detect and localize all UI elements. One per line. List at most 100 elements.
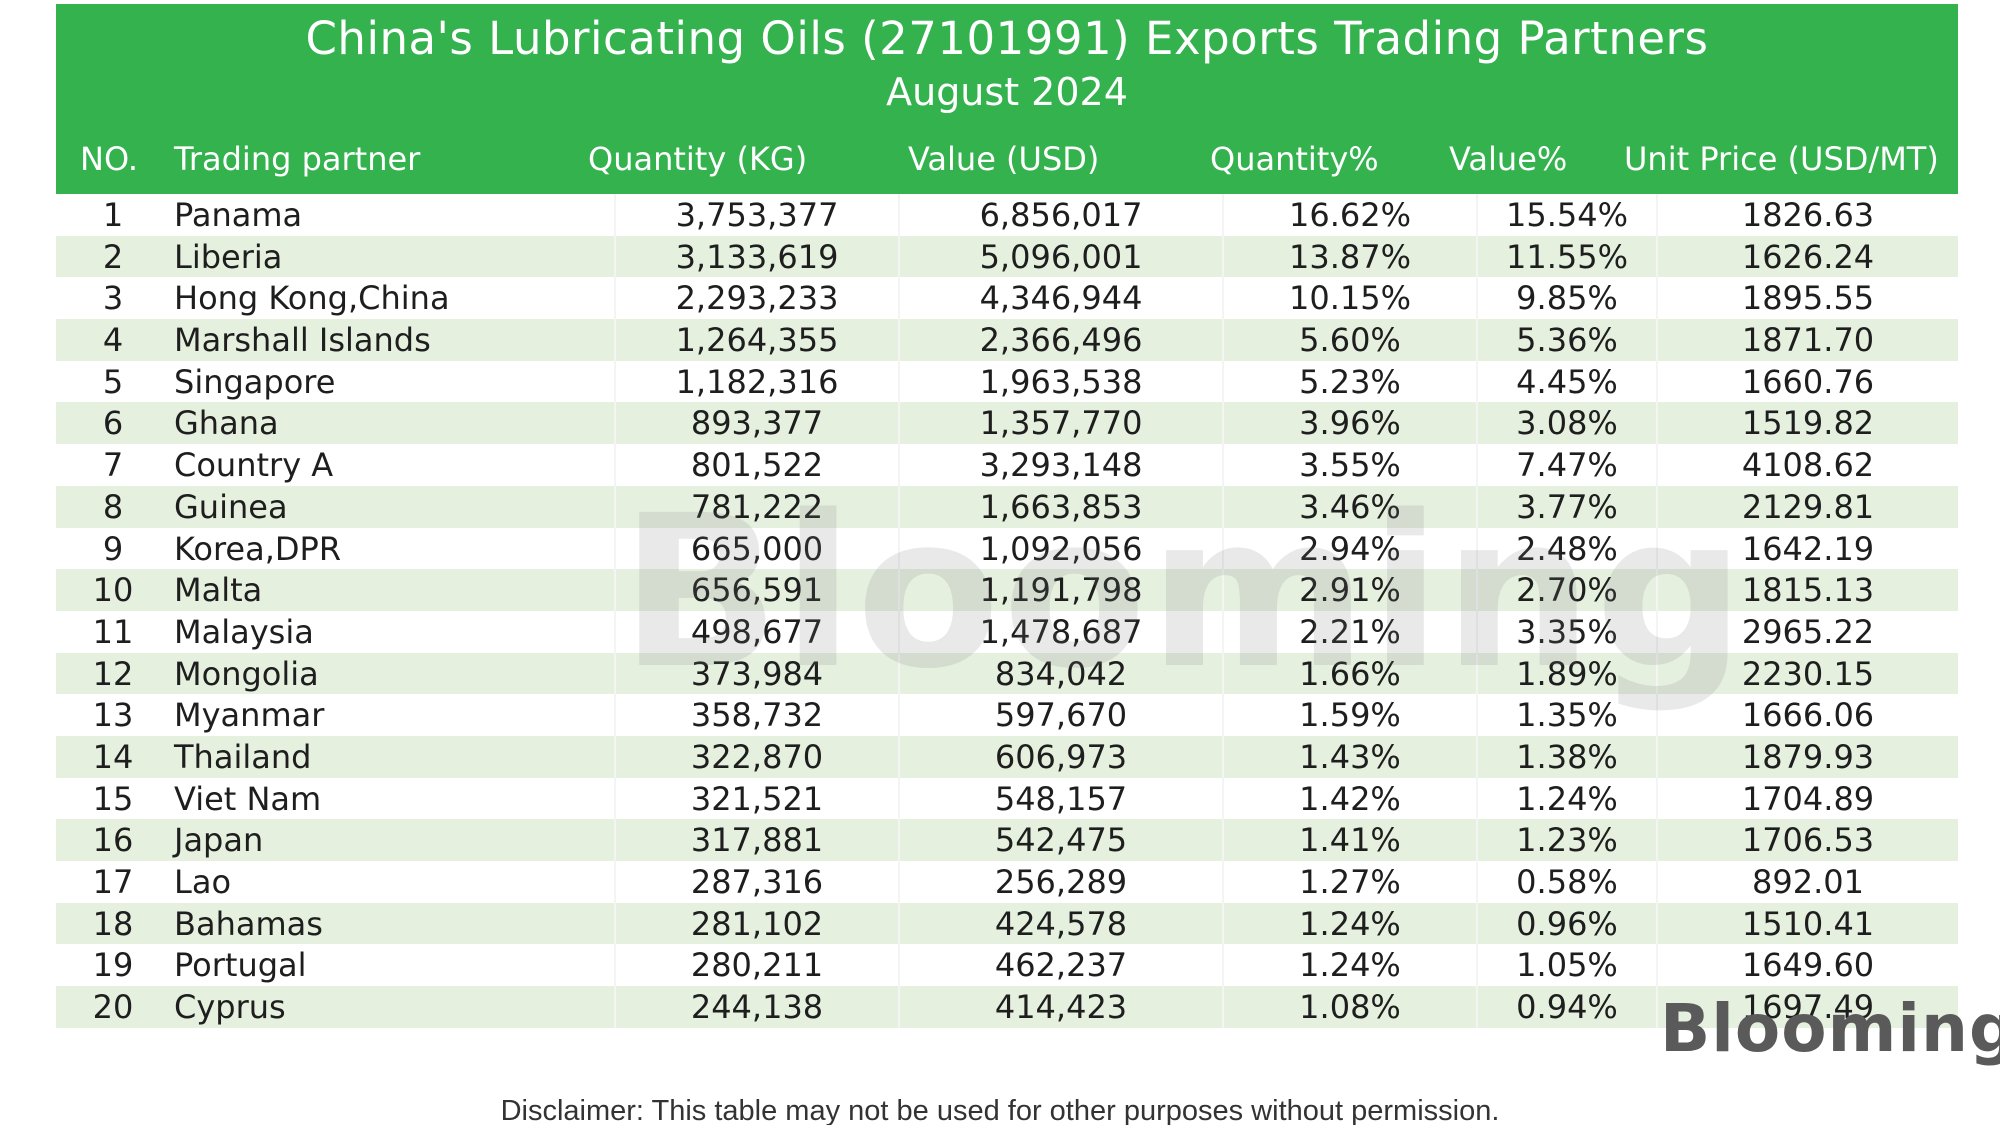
cell-quantity: 3,753,377 <box>616 194 900 236</box>
table-subtitle: August 2024 <box>886 70 1128 114</box>
table-header: China's Lubricating Oils (27101991) Expo… <box>56 4 1958 194</box>
cell-quantity: 322,870 <box>616 735 900 778</box>
cell-value: 1,963,538 <box>900 360 1224 403</box>
cell-unit-price: 1626.24 <box>1741 237 1875 276</box>
cell-partner: Thailand <box>174 735 616 778</box>
cell-value-pct: 4.45% <box>1478 360 1658 403</box>
table-row: 1 Panama 3,753,377 6,856,017 16.62% 15.54% 182… <box>56 194 1958 236</box>
cell-value-pct: 0.96% <box>1478 902 1658 945</box>
cell-quantity-pct: 1.59% <box>1224 694 1478 736</box>
cell-value: 834,042 <box>900 652 1224 695</box>
cell-no: 15 <box>92 779 134 818</box>
cell-unit-price: 1895.55 <box>1741 279 1875 318</box>
col-header-quantity-pct: Quantity% <box>1210 140 1379 178</box>
cell-value-pct: 3.77% <box>1478 485 1658 528</box>
table-row: 8 Guinea 781,222 1,663,853 3.46% 3.77% 2129.81 <box>56 485 1958 528</box>
cell-value-pct: 2.48% <box>1478 527 1658 570</box>
cell-unit-price: 1826.63 <box>1741 196 1875 234</box>
cell-partner: Country A <box>174 444 616 486</box>
table-row: 19 Portugal 280,211 462,237 1.24% 1.05% 1649.6… <box>56 944 1958 987</box>
col-header-no: NO. <box>80 140 138 178</box>
cell-quantity: 373,984 <box>616 652 900 695</box>
cell-partner: Bahamas <box>174 902 616 945</box>
cell-value-pct: 9.85% <box>1478 277 1658 320</box>
cell-quantity-pct: 13.87% <box>1224 235 1478 278</box>
cell-quantity: 665,000 <box>616 527 900 570</box>
table-row: 3 Hong Kong,China 2,293,233 4,346,944 10.15%… <box>56 277 1958 320</box>
cell-quantity: 3,133,619 <box>616 235 900 278</box>
cell-unit-price: 2129.81 <box>1741 487 1875 526</box>
cell-no: 12 <box>92 654 134 693</box>
cell-quantity: 1,264,355 <box>616 319 900 361</box>
cell-partner: Korea,DPR <box>174 527 616 570</box>
cell-quantity: 287,316 <box>616 861 900 903</box>
table-row: 18 Bahamas 281,102 424,578 1.24% 0.96% 1510.41 <box>56 902 1958 945</box>
cell-partner: Portugal <box>174 944 616 987</box>
cell-value: 6,856,017 <box>900 194 1224 236</box>
cell-quantity-pct: 10.15% <box>1224 277 1478 320</box>
cell-partner: Malta <box>174 569 616 611</box>
cell-partner: Liberia <box>174 235 616 278</box>
cell-no: 20 <box>92 988 134 1027</box>
cell-partner: Panama <box>174 194 616 236</box>
table-row: 20 Cyprus 244,138 414,423 1.08% 0.94% 1697.49 <box>56 986 1958 1028</box>
cell-partner: Myanmar <box>174 694 616 736</box>
table-row: 4 Marshall Islands 1,264,355 2,366,496 5.60%… <box>56 319 1958 361</box>
col-header-quantity: Quantity (KG) <box>588 140 808 178</box>
cell-unit-price: 1519.82 <box>1741 404 1875 443</box>
cell-unit-price: 1666.06 <box>1741 696 1875 735</box>
cell-value: 1,478,687 <box>900 610 1224 653</box>
cell-unit-price: 1642.19 <box>1741 529 1875 568</box>
cell-quantity: 498,677 <box>616 610 900 653</box>
cell-unit-price: 4108.62 <box>1741 446 1875 485</box>
cell-value-pct: 1.23% <box>1478 819 1658 861</box>
cell-quantity-pct: 3.46% <box>1224 485 1478 528</box>
cell-partner: Marshall Islands <box>174 319 616 361</box>
cell-value-pct: 1.89% <box>1478 652 1658 695</box>
cell-unit-price: 2230.15 <box>1741 654 1875 693</box>
cell-value: 1,191,798 <box>900 569 1224 611</box>
cell-quantity: 2,293,233 <box>616 277 900 320</box>
table-row: 15 Viet Nam 321,521 548,157 1.42% 1.24% 1704.8… <box>56 777 1958 820</box>
cell-quantity-pct: 16.62% <box>1224 194 1478 236</box>
cell-partner: Hong Kong,China <box>174 277 616 320</box>
cell-quantity-pct: 2.91% <box>1224 569 1478 611</box>
cell-unit-price: 1706.53 <box>1741 821 1875 860</box>
cell-value: 1,357,770 <box>900 402 1224 445</box>
cell-no: 13 <box>92 696 134 735</box>
cell-value: 256,289 <box>900 861 1224 903</box>
cell-value: 5,096,001 <box>900 235 1224 278</box>
table-row: 5 Singapore 1,182,316 1,963,538 5.23% 4.45% 16… <box>56 360 1958 403</box>
table-row: 13 Myanmar 358,732 597,670 1.59% 1.35% 1666.06 <box>56 694 1958 736</box>
cell-partner: Japan <box>174 819 616 861</box>
cell-quantity-pct: 1.08% <box>1224 986 1478 1028</box>
cell-unit-price: 1660.76 <box>1741 362 1875 401</box>
col-header-value-pct: Value% <box>1449 140 1568 178</box>
cell-quantity-pct: 5.60% <box>1224 319 1478 361</box>
table-row: 9 Korea,DPR 665,000 1,092,056 2.94% 2.48% 1642… <box>56 527 1958 570</box>
cell-quantity-pct: 5.23% <box>1224 360 1478 403</box>
cell-value: 424,578 <box>900 902 1224 945</box>
cell-no: 17 <box>92 863 134 901</box>
cell-partner: Viet Nam <box>174 777 616 820</box>
table-row: 2 Liberia 3,133,619 5,096,001 13.87% 11.55% 16… <box>56 235 1958 278</box>
cell-value-pct: 0.94% <box>1478 986 1658 1028</box>
table-title: China's Lubricating Oils (27101991) Expo… <box>305 12 1709 65</box>
cell-unit-price: 1704.89 <box>1741 779 1875 818</box>
cell-unit-price: 1871.70 <box>1741 321 1875 360</box>
cell-value: 548,157 <box>900 777 1224 820</box>
cell-no: 18 <box>92 904 134 943</box>
cell-partner: Guinea <box>174 485 616 528</box>
table-row: 10 Malta 656,591 1,191,798 2.91% 2.70% 1815.13 <box>56 569 1958 611</box>
cell-value-pct: 5.36% <box>1478 319 1658 361</box>
cell-quantity: 317,881 <box>616 819 900 861</box>
cell-value-pct: 1.24% <box>1478 777 1658 820</box>
cell-no: 6 <box>102 404 124 443</box>
disclaimer-text: Disclaimer: This table may not be used f… <box>500 1095 1500 1125</box>
cell-quantity-pct: 1.42% <box>1224 777 1478 820</box>
cell-quantity-pct: 3.55% <box>1224 444 1478 486</box>
table-row: 16 Japan 317,881 542,475 1.41% 1.23% 1706.53 <box>56 819 1958 861</box>
cell-partner: Lao <box>174 861 616 903</box>
cell-value: 414,423 <box>900 986 1224 1028</box>
